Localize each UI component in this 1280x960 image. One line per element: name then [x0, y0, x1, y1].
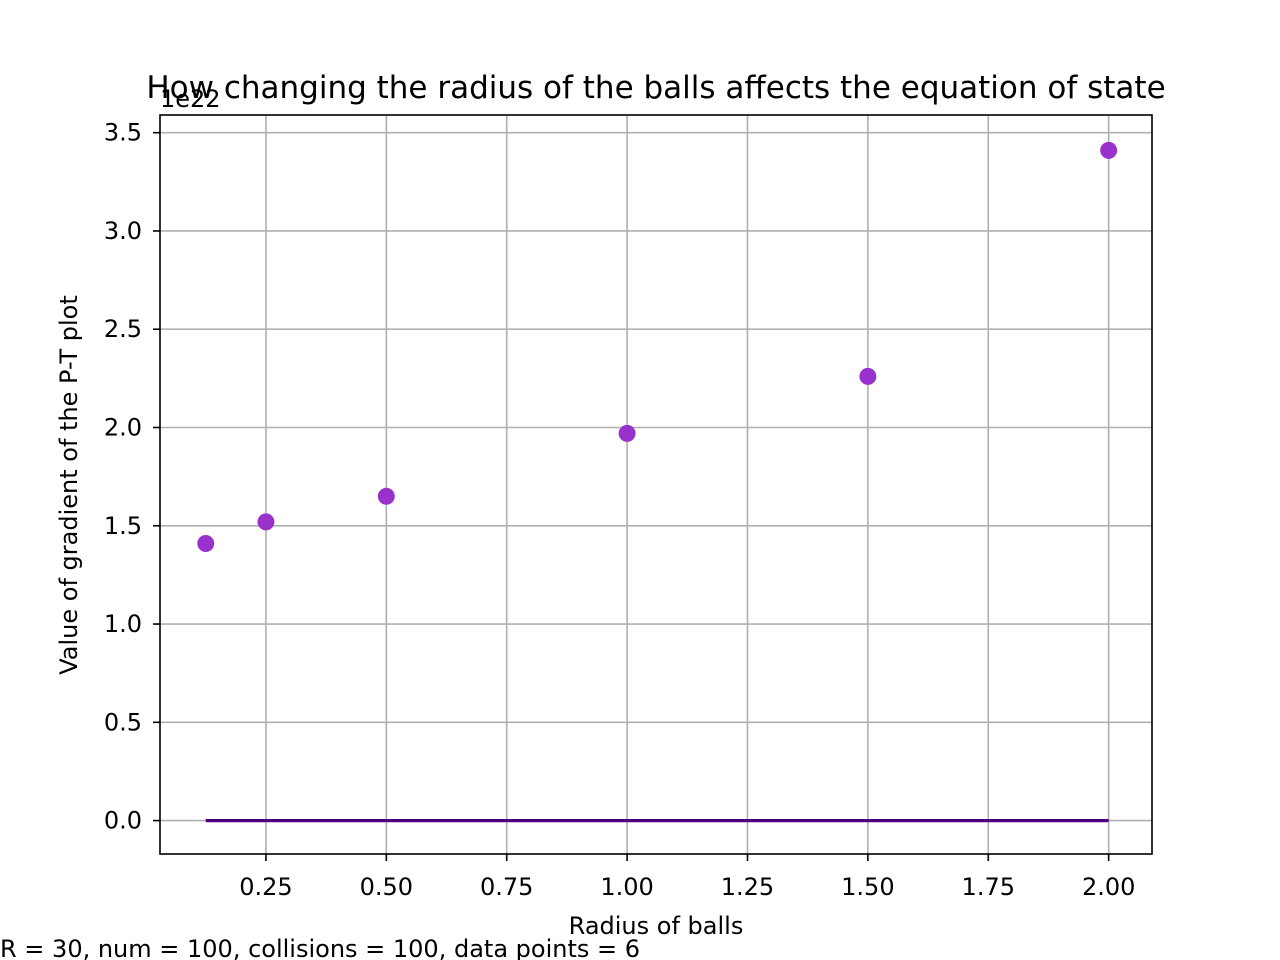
x-tick-label: 0.25 — [239, 873, 292, 901]
y-tick-label: 1.0 — [104, 610, 142, 638]
y-tick-label: 1.5 — [104, 512, 142, 540]
y-tick-label: 0.0 — [104, 807, 142, 835]
y-tick-label: 0.5 — [104, 708, 142, 736]
grid — [160, 115, 1152, 854]
x-tick-label: 1.00 — [600, 873, 653, 901]
data-point — [1100, 141, 1118, 159]
x-axis-ticks: 0.25 0.50 0.75 1.00 1.25 1.50 1.75 2.00 — [239, 854, 1135, 901]
x-tick-label: 0.75 — [480, 873, 533, 901]
y-tick-label: 2.5 — [104, 315, 142, 343]
data-point — [257, 513, 275, 531]
x-tick-label: 2.00 — [1082, 873, 1135, 901]
y-tick-label: 3.0 — [104, 217, 142, 245]
y-axis-multiplier: 1e22 — [160, 85, 221, 113]
x-tick-label: 1.50 — [841, 873, 894, 901]
x-tick-label: 1.75 — [962, 873, 1015, 901]
footnote: R = 30, num = 100, collisions = 100, dat… — [0, 935, 640, 960]
data-point — [859, 367, 877, 385]
y-tick-label: 3.5 — [104, 119, 142, 147]
plot-series — [197, 141, 1118, 823]
x-axis-label: Radius of balls — [569, 912, 744, 940]
data-point — [377, 487, 395, 505]
y-tick-label: 2.0 — [104, 414, 142, 442]
chart-title: How changing the radius of the balls aff… — [146, 70, 1165, 106]
data-point — [618, 424, 636, 442]
y-axis-ticks: 0.0 0.5 1.0 1.5 2.0 2.5 3.0 3.5 — [104, 119, 160, 835]
y-axis-label: Value of gradient of the P-T plot — [55, 295, 83, 675]
x-tick-label: 1.25 — [721, 873, 774, 901]
x-tick-label: 0.50 — [360, 873, 413, 901]
plot-frame — [159, 114, 1153, 855]
data-point — [197, 534, 215, 552]
